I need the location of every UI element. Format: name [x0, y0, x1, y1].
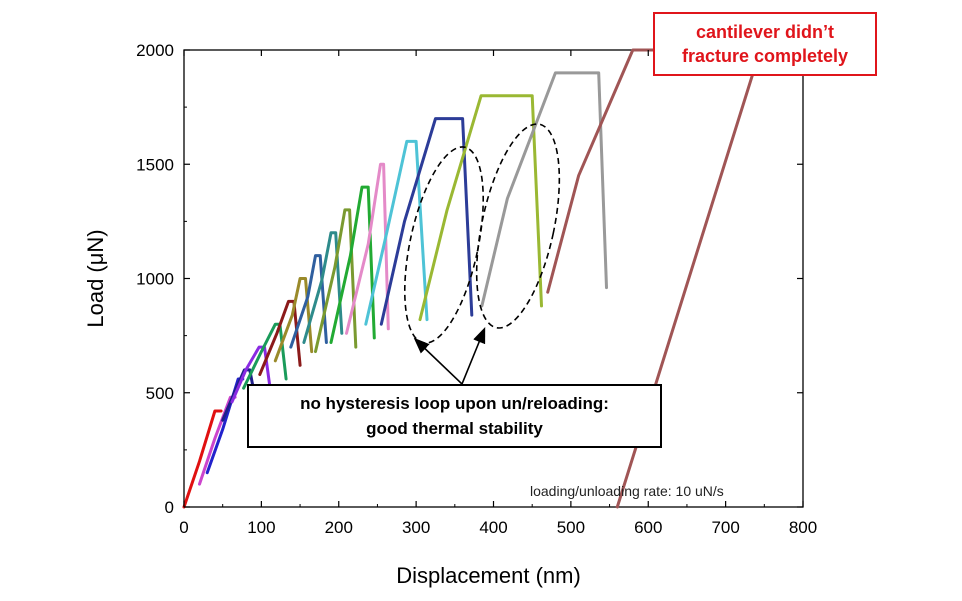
series-cycle-1600	[364, 139, 429, 326]
callout-arrow	[413, 337, 463, 385]
y-tick-label: 1000	[136, 270, 174, 289]
x-tick-label: 400	[479, 518, 507, 537]
fracture-callout: cantilever didn’t fracture completely	[653, 12, 877, 76]
x-tick-label: 700	[711, 518, 739, 537]
series-cycle-1500	[345, 162, 390, 335]
series-cycle-1000	[273, 277, 314, 363]
rate-note: loading/unloading rate: 10 uN/s	[530, 483, 724, 499]
hysteresis-callout: no hysteresis loop upon un/reloading: go…	[247, 384, 662, 448]
x-tick-label: 500	[557, 518, 585, 537]
series-cycle-1200	[302, 231, 344, 344]
y-axis-title: Load (μN)	[83, 229, 108, 327]
x-tick-label: 100	[247, 518, 275, 537]
y-tick-label: 0	[165, 498, 174, 517]
x-tick-label: 0	[179, 518, 188, 537]
series-cycle-1700	[379, 117, 474, 326]
loop-highlight-ellipse	[403, 146, 485, 344]
series-cycle-900	[258, 299, 302, 376]
hysteresis-callout-line1: no hysteresis loop upon un/reloading:	[300, 394, 609, 413]
low-load-segment	[182, 409, 223, 509]
series-cycle-1800	[418, 94, 543, 322]
x-tick-label: 600	[634, 518, 662, 537]
series-cycle-1100	[289, 254, 328, 349]
x-tick-label: 200	[325, 518, 353, 537]
y-tick-label: 2000	[136, 41, 174, 60]
hysteresis-callout-line2: good thermal stability	[366, 419, 543, 438]
loop-highlight-ellipse	[475, 123, 561, 329]
x-tick-label: 300	[402, 518, 430, 537]
y-tick-label: 1500	[136, 155, 174, 174]
fracture-callout-line2: fracture completely	[681, 46, 849, 66]
y-tick-label: 500	[146, 384, 174, 403]
series-cycle-1900	[480, 71, 608, 308]
series-cycle-700	[230, 345, 273, 404]
x-axis-title: Displacement (nm)	[396, 563, 581, 588]
callout-arrow	[461, 327, 486, 385]
x-tick-label: 800	[789, 518, 817, 537]
fracture-callout-line1: cantilever didn’t	[695, 22, 835, 42]
